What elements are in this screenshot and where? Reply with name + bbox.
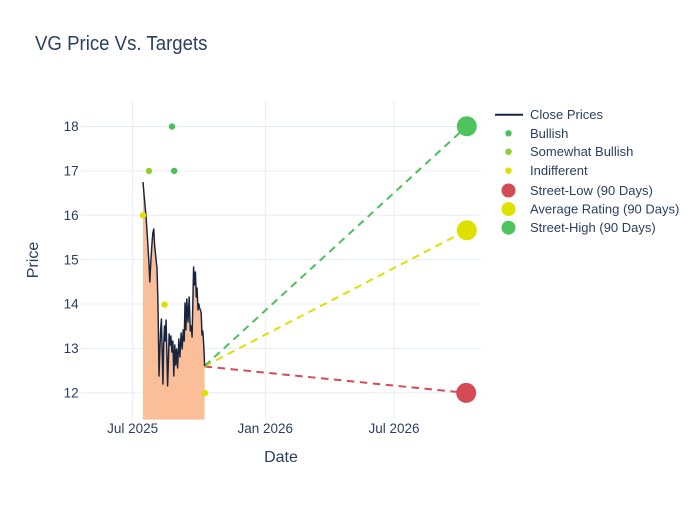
svg-text:14: 14 xyxy=(64,297,80,312)
svg-text:Street-Low (90 Days): Street-Low (90 Days) xyxy=(530,183,653,198)
svg-text:13: 13 xyxy=(64,341,79,356)
svg-text:Jul 2025: Jul 2025 xyxy=(107,421,158,436)
svg-text:Date: Date xyxy=(264,449,298,466)
svg-text:Close Prices: Close Prices xyxy=(530,107,603,122)
svg-text:16: 16 xyxy=(64,208,79,223)
svg-text:Indifferent: Indifferent xyxy=(530,163,588,178)
svg-text:Street-High (90 Days): Street-High (90 Days) xyxy=(530,220,656,235)
svg-text:15: 15 xyxy=(64,252,79,267)
svg-text:17: 17 xyxy=(64,164,79,179)
svg-text:Jul 2026: Jul 2026 xyxy=(368,421,419,436)
svg-text:Average Rating (90 Days): Average Rating (90 Days) xyxy=(530,202,679,217)
svg-text:Bullish: Bullish xyxy=(530,126,568,141)
svg-text:12: 12 xyxy=(64,386,79,401)
svg-text:Price: Price xyxy=(25,242,42,279)
svg-text:18: 18 xyxy=(64,119,79,134)
svg-text:VG Price Vs. Targets: VG Price Vs. Targets xyxy=(35,33,208,55)
svg-text:Somewhat Bullish: Somewhat Bullish xyxy=(530,144,633,159)
svg-text:Jan 2026: Jan 2026 xyxy=(238,421,294,436)
